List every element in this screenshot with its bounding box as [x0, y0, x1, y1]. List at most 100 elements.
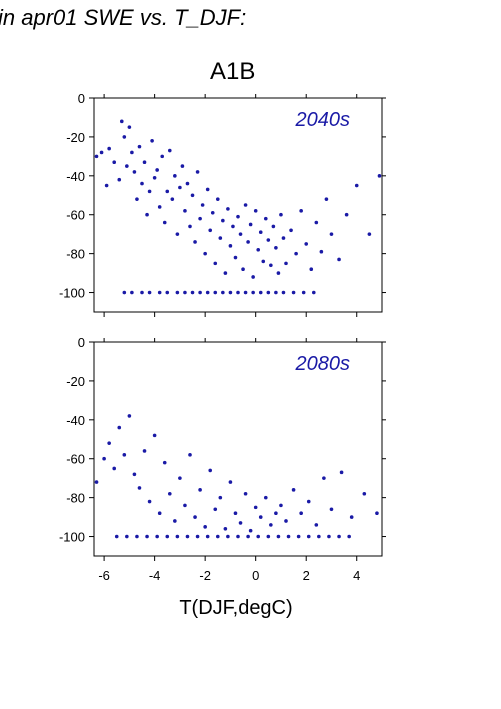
- data-point: [253, 505, 258, 510]
- data-point: [377, 174, 382, 178]
- data-point: [165, 290, 170, 295]
- data-point: [284, 519, 288, 523]
- data-point: [157, 290, 162, 295]
- data-point: [337, 534, 341, 539]
- data-point: [258, 290, 263, 295]
- data-point: [296, 534, 301, 539]
- data-point: [375, 511, 379, 515]
- data-point: [203, 525, 207, 529]
- data-point: [205, 290, 210, 295]
- data-point: [145, 534, 149, 539]
- data-point: [223, 271, 228, 275]
- data-point: [301, 290, 306, 295]
- data-point: [107, 441, 111, 445]
- data-point: [155, 168, 159, 172]
- data-point: [251, 290, 255, 295]
- data-point: [243, 290, 248, 295]
- data-point: [125, 164, 129, 168]
- data-point: [173, 174, 177, 178]
- data-point: [200, 203, 205, 207]
- data-point: [152, 433, 157, 438]
- data-point: [274, 246, 278, 250]
- data-point: [195, 170, 200, 174]
- scatter-panel-2040s: 0 -20 -40 -60 -80 -100 2040s: [59, 91, 386, 317]
- data-point: [198, 488, 202, 492]
- x-tick-label: 2: [303, 568, 310, 583]
- data-point: [185, 534, 190, 539]
- y-tick-label: -20: [66, 130, 85, 145]
- y-tick-label: -80: [66, 491, 85, 506]
- data-point: [114, 534, 119, 539]
- data-point: [213, 507, 218, 512]
- data-point: [276, 271, 281, 275]
- data-point: [135, 197, 139, 201]
- data-point: [132, 472, 137, 477]
- data-point: [236, 214, 240, 219]
- data-point: [266, 290, 271, 295]
- data-point: [130, 290, 134, 295]
- data-point: [306, 534, 311, 539]
- data-point: [274, 511, 278, 515]
- data-point: [157, 511, 162, 515]
- data-point: [311, 290, 316, 295]
- data-point: [175, 232, 180, 236]
- data-point: [299, 209, 303, 213]
- data-point: [266, 534, 271, 539]
- data-point: [226, 207, 230, 211]
- y-tick-label: -100: [59, 286, 85, 301]
- data-point: [276, 534, 281, 539]
- data-point: [284, 261, 288, 266]
- data-point: [324, 197, 329, 201]
- data-point: [127, 125, 132, 129]
- data-point: [167, 491, 172, 496]
- data-point: [185, 181, 190, 186]
- x-tick-label: 4: [353, 568, 360, 583]
- data-point: [329, 232, 334, 236]
- data-point: [193, 240, 197, 244]
- y-tick-label: -80: [66, 247, 85, 262]
- data-point: [94, 480, 99, 484]
- x-tick-label: -6: [98, 568, 110, 583]
- y-tick-label: -40: [66, 169, 85, 184]
- data-point: [248, 222, 253, 227]
- period-label: 2040s: [295, 109, 351, 131]
- data-point: [112, 466, 117, 471]
- data-point: [281, 236, 286, 240]
- data-point: [271, 224, 276, 229]
- data-point: [269, 263, 273, 268]
- data-point: [122, 453, 127, 457]
- data-point: [256, 247, 261, 252]
- data-point: [243, 203, 248, 207]
- data-point: [322, 476, 326, 480]
- data-point: [221, 218, 225, 223]
- data-point: [142, 449, 147, 453]
- y-tick-label: -40: [66, 413, 85, 428]
- data-point: [241, 267, 245, 272]
- data-point: [183, 290, 187, 295]
- data-point: [213, 290, 218, 295]
- data-point: [253, 209, 258, 213]
- data-point: [104, 183, 109, 188]
- data-point: [329, 507, 334, 512]
- data-point: [238, 232, 243, 236]
- data-point: [178, 185, 182, 190]
- data-point: [226, 534, 230, 539]
- data-point: [367, 232, 372, 236]
- data-point: [238, 521, 243, 525]
- data-point: [198, 216, 202, 221]
- data-point: [205, 187, 210, 192]
- data-point: [125, 534, 129, 539]
- data-point: [231, 224, 235, 229]
- data-point: [213, 261, 218, 266]
- plot-frame: [93, 341, 383, 557]
- data-point: [309, 267, 314, 272]
- data-point: [228, 480, 233, 484]
- data-point: [258, 230, 263, 235]
- data-point: [289, 228, 293, 233]
- data-point: [175, 290, 180, 295]
- data-point: [266, 238, 271, 242]
- data-point: [122, 135, 127, 139]
- data-point: [304, 242, 309, 246]
- data-point: [183, 503, 187, 508]
